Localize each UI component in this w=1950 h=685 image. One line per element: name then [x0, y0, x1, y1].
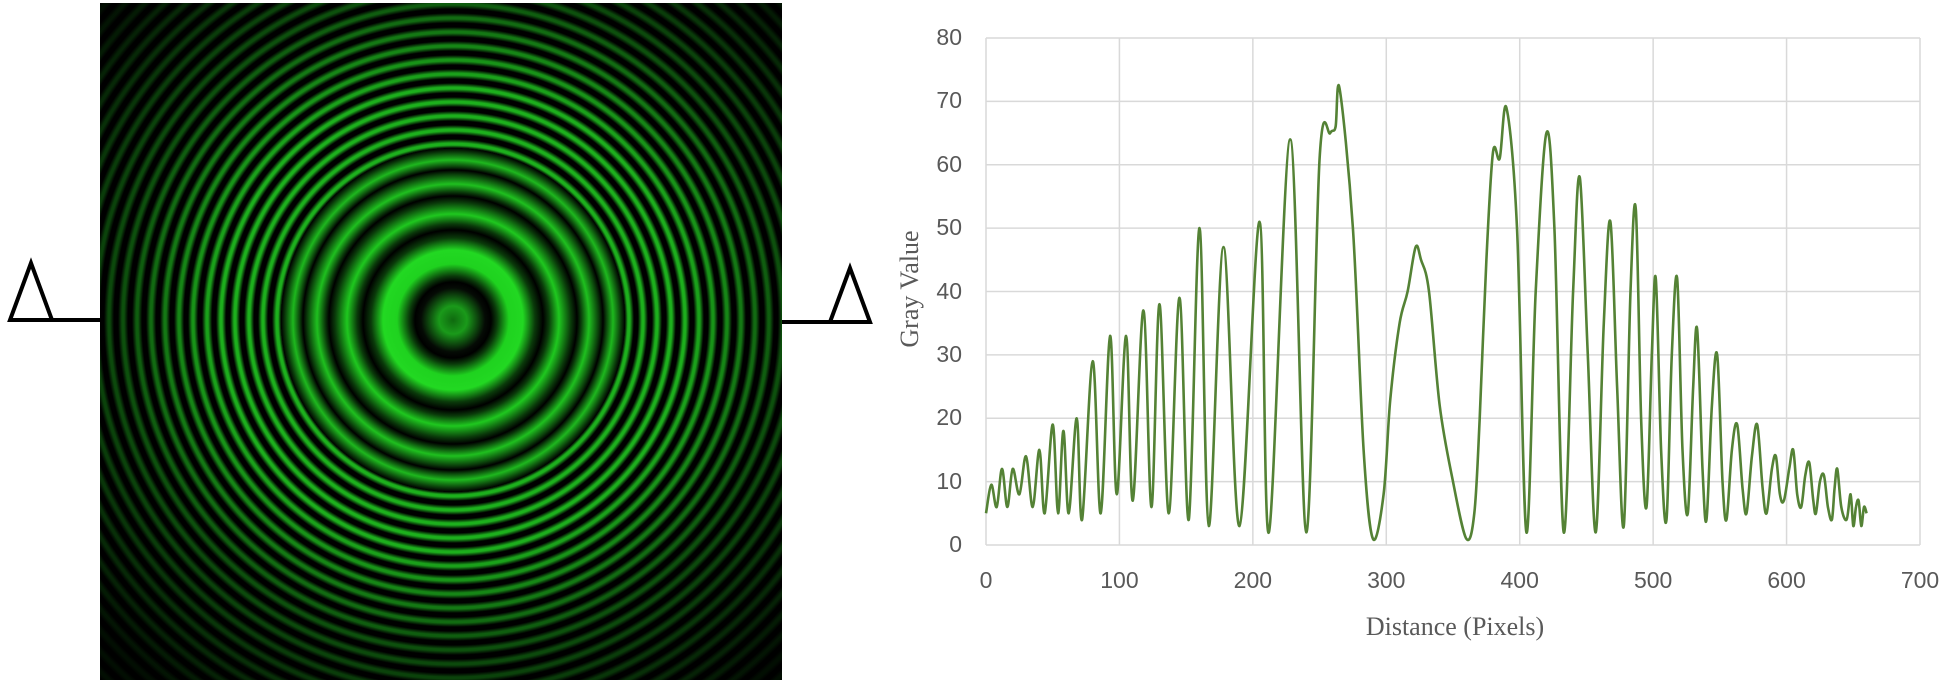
- right-triangle-marker: [782, 262, 873, 324]
- inner-fringe-rings: [100, 3, 782, 680]
- triangle-icon: [827, 262, 873, 324]
- x-tick-label: 200: [1233, 567, 1273, 593]
- y-tick-label: 10: [936, 467, 962, 494]
- x-tick-label: 400: [1500, 567, 1539, 593]
- interference-fringe-image: [100, 3, 782, 680]
- y-tick-label: 40: [936, 277, 962, 304]
- y-tick-label: 70: [936, 87, 962, 114]
- x-axis-title: Distance (Pixels): [1365, 612, 1545, 641]
- y-tick-label: 80: [936, 24, 962, 50]
- x-tick-label: 700: [1900, 567, 1940, 593]
- y-tick-label: 50: [936, 214, 962, 241]
- gridlines: [985, 37, 1921, 546]
- y-tick-label: 60: [936, 150, 962, 177]
- y-tick-label: 0: [949, 531, 962, 557]
- y-tick-label: 20: [936, 404, 962, 431]
- x-tick-label: 600: [1767, 567, 1806, 593]
- x-tick-label: 300: [1367, 567, 1406, 593]
- y-tick-label: 30: [936, 340, 962, 367]
- x-tick-label: 500: [1633, 567, 1673, 593]
- y-axis-title: Gray Value: [895, 230, 924, 348]
- gray-value-line: [984, 84, 1868, 542]
- x-tick-label: 0: [979, 567, 993, 593]
- x-tick-label: 100: [1100, 567, 1139, 593]
- left-triangle-marker: [7, 257, 100, 322]
